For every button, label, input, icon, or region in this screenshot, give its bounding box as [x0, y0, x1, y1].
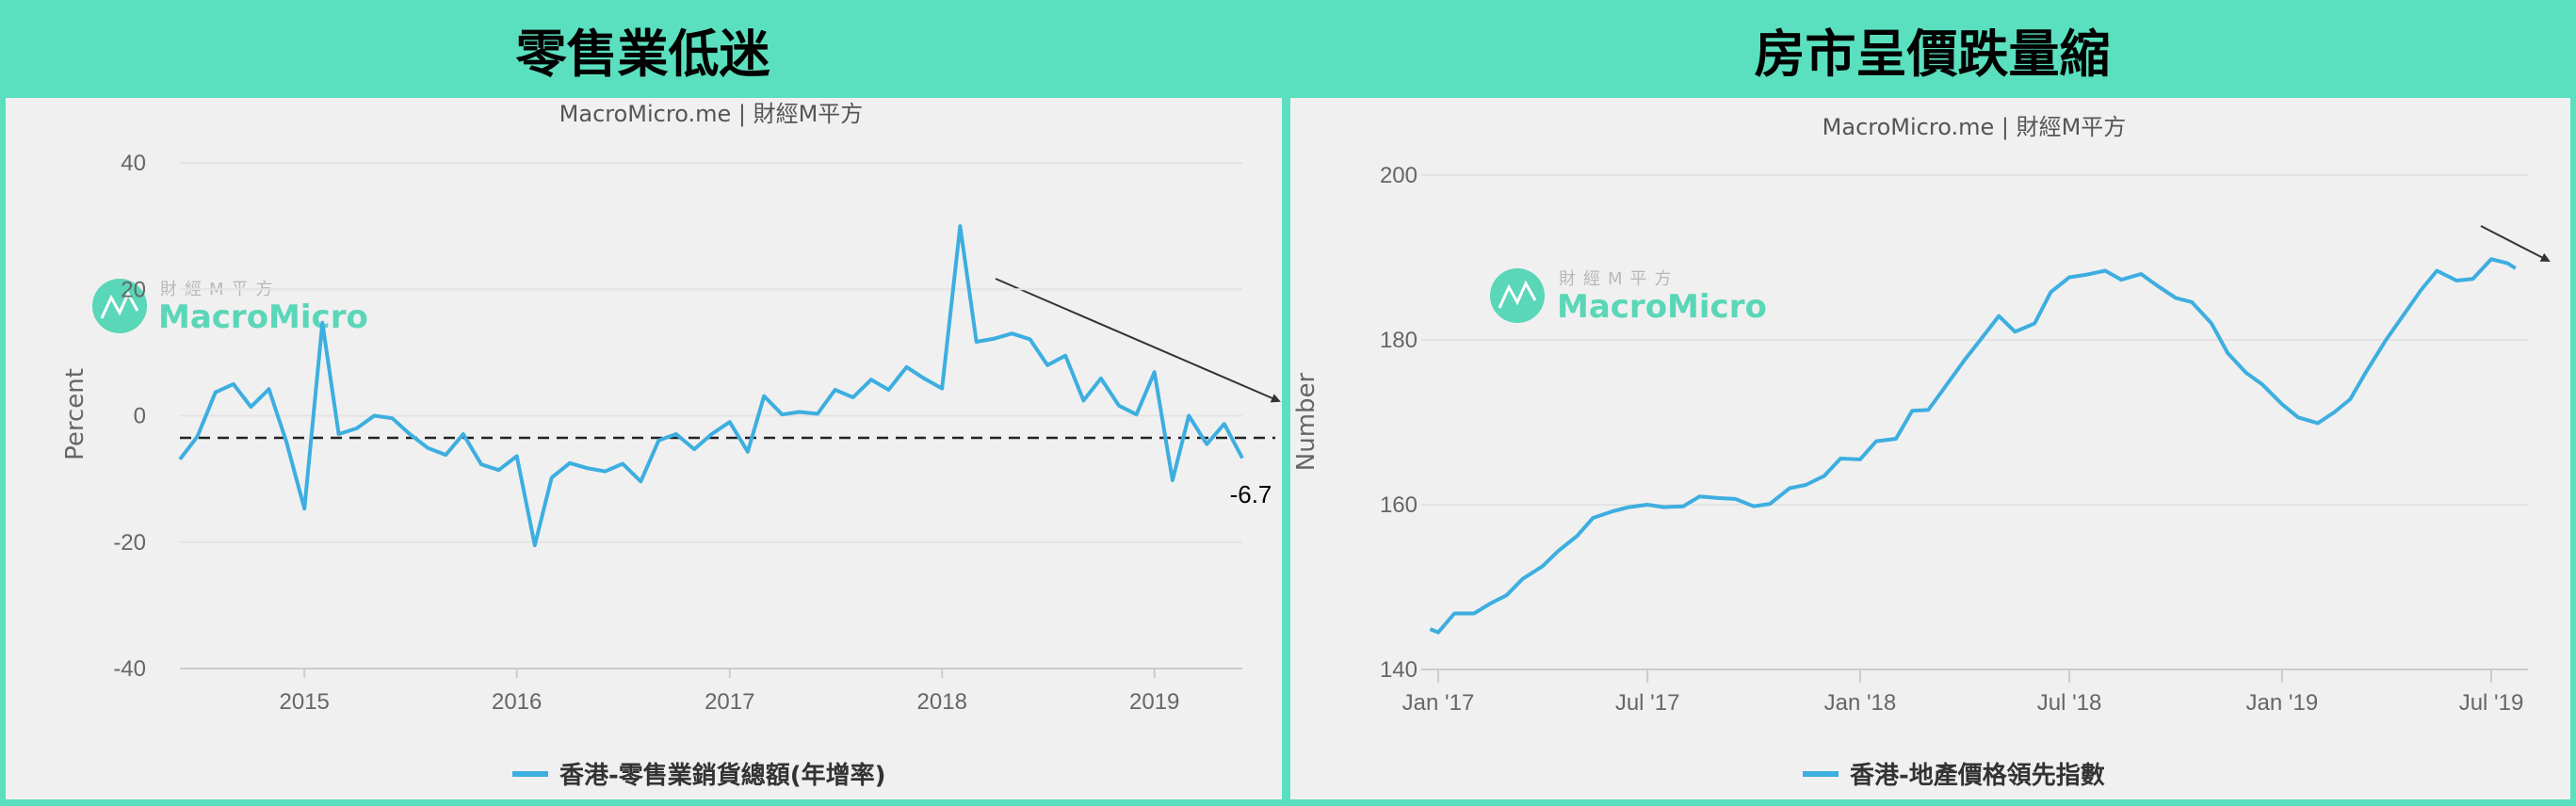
- left-legend[interactable]: 香港-零售業銷貨總額(年增率): [512, 761, 886, 790]
- left-legend-label: 香港-零售業銷貨總額(年增率): [559, 761, 886, 790]
- right-x-tick-label: Jan '19: [2246, 690, 2319, 716]
- watermark-brand-text: MacroMicro: [1557, 288, 1767, 326]
- right-x-tick-label: Jul '17: [1615, 690, 1680, 716]
- right-legend-label: 香港-地產價格領先指數: [1850, 761, 2105, 790]
- right-legend[interactable]: 香港-地產價格領先指數: [1803, 761, 2105, 790]
- right-x-tick-label: Jan '17: [1402, 690, 1475, 716]
- left-y-tick-label: 20: [121, 277, 146, 302]
- macromicro-logo-icon: [1490, 268, 1545, 323]
- right-series-line[interactable]: [1429, 257, 2517, 635]
- left-header: 零售業低迷: [515, 24, 770, 84]
- right-x-tick-label: Jul '18: [2037, 690, 2102, 716]
- left-x-tick-label: 2018: [917, 689, 967, 715]
- left-x-tick-label: 2016: [492, 689, 542, 715]
- right-trend-arrow: [2480, 225, 2551, 262]
- left-y-tick-label: 40: [121, 151, 146, 176]
- last-value-label: -6.7: [1230, 480, 1272, 508]
- right-y-axis-title: Number: [1292, 372, 1320, 471]
- right-header: 房市呈價跌量縮: [1754, 24, 2111, 84]
- left-y-tick-label: 0: [134, 404, 146, 429]
- right-x-tick-label: Jan '18: [1824, 690, 1897, 716]
- left-y-tick-label: -20: [113, 530, 146, 556]
- left-chart-panel: [6, 98, 1282, 799]
- macromicro-logo-icon: [92, 279, 147, 333]
- left-y-tick-label: -40: [113, 656, 146, 682]
- right-y-tick-label: 160: [1380, 492, 1418, 518]
- right-y-tick-label: 140: [1380, 657, 1418, 683]
- left-x-tick-label: 2017: [705, 689, 754, 715]
- watermark-small-text: 財經M平方: [1559, 269, 1679, 289]
- left-trend-arrow: [995, 278, 1281, 403]
- left-y-axis-title: Percent: [61, 368, 89, 460]
- left-chart-subtitle: MacroMicro.me | 財經M平方: [559, 101, 864, 127]
- right-watermark-logo: 財經M平方 MacroMicro: [1490, 268, 1767, 326]
- right-y-tick-label: 200: [1380, 163, 1418, 188]
- right-chart-subtitle: MacroMicro.me | 財經M平方: [1823, 114, 2127, 140]
- right-chart-panel: [1290, 98, 2570, 799]
- left-x-tick-label: 2015: [280, 689, 330, 715]
- left-x-tick-label: 2019: [1129, 689, 1179, 715]
- right-y-tick-label: 180: [1380, 328, 1418, 353]
- left-series-line[interactable]: [178, 224, 1244, 548]
- watermark-brand-text: MacroMicro: [158, 298, 368, 336]
- right-x-tick-label: Jul '19: [2459, 690, 2524, 716]
